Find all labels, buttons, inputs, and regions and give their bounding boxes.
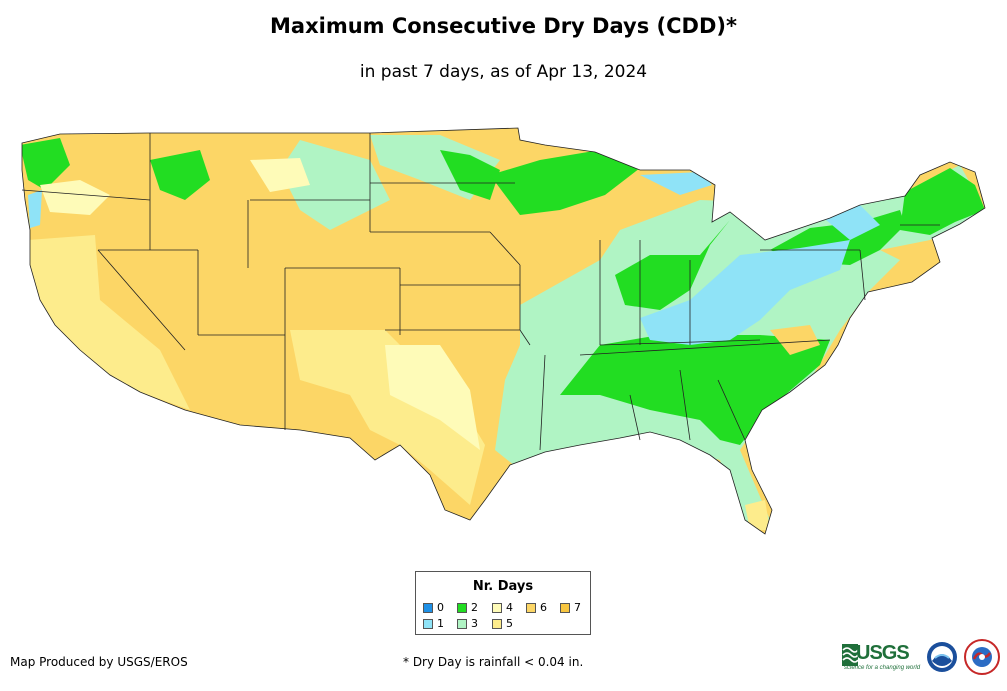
legend-swatch-0	[423, 603, 433, 613]
noaa-logo	[927, 642, 957, 672]
us-cdd-map	[21, 127, 986, 535]
legend-item-0: 0	[423, 602, 444, 614]
legend-swatch-4	[492, 603, 502, 613]
usgs-logo	[842, 644, 859, 666]
legend-swatch-3	[457, 619, 467, 629]
legend-item-4: 4	[492, 602, 513, 614]
nws-logo	[964, 639, 1000, 675]
legend-swatch-5	[492, 619, 502, 629]
legend-item-2: 2	[457, 602, 478, 614]
legend-swatch-2	[457, 603, 467, 613]
map-title: Maximum Consecutive Dry Days (CDD)*	[270, 14, 737, 38]
usgs-tagline: science for a changing world	[844, 665, 921, 671]
legend: Nr. Days 0 1 2 3 4 5 6 7	[415, 571, 591, 635]
legend-item-1: 1	[423, 618, 444, 630]
map-subtitle: in past 7 days, as of Apr 13, 2024	[359, 62, 648, 82]
legend-item-5: 5	[492, 618, 513, 630]
legend-item-7: 7	[560, 602, 581, 614]
agency-logos: USGS science for a changing world	[842, 638, 1002, 678]
footnote: * Dry Day is rainfall < 0.04 in.	[403, 655, 584, 669]
legend-swatch-7	[560, 603, 570, 613]
legend-title: Nr. Days	[472, 579, 534, 594]
legend-swatch-1	[423, 619, 433, 629]
legend-item-3: 3	[457, 618, 478, 630]
map-credit: Map Produced by USGS/EROS	[10, 655, 188, 669]
legend-item-6: 6	[526, 602, 547, 614]
legend-swatch-6	[526, 603, 536, 613]
usgs-wordmark: USGS	[856, 642, 910, 664]
